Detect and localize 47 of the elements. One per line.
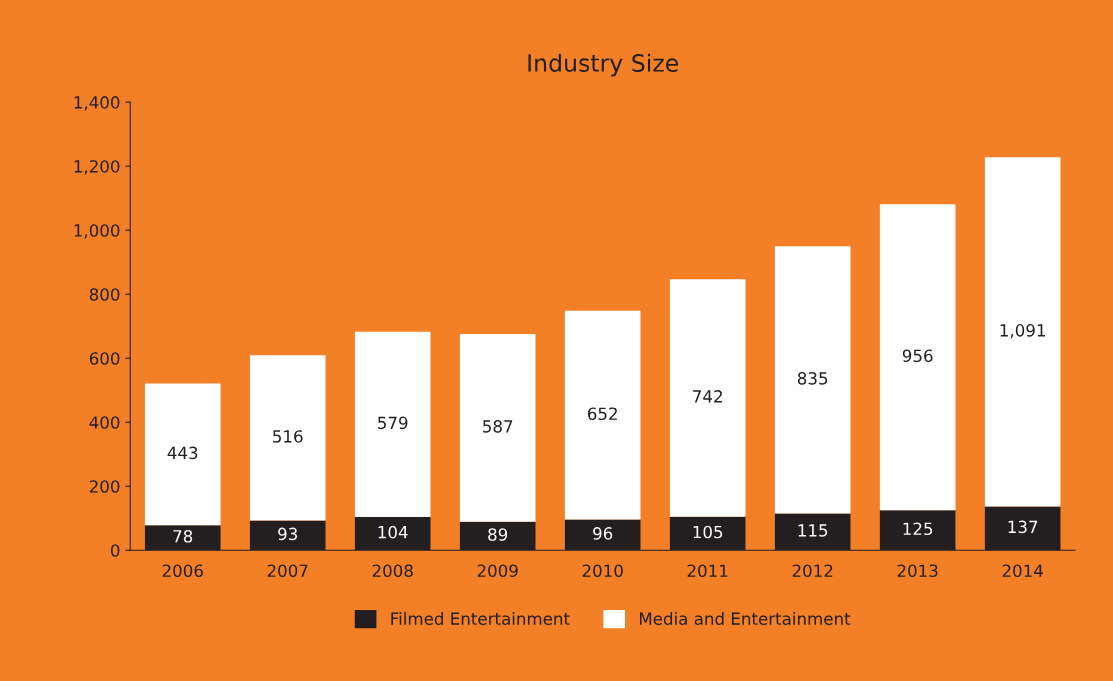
data-label: 652 bbox=[587, 407, 617, 421]
data-label: 742 bbox=[693, 390, 722, 403]
x-tick-label: 2007 bbox=[267, 564, 308, 578]
y-tick-label: 1,200 bbox=[74, 160, 120, 175]
data-label: 443 bbox=[167, 446, 198, 460]
data-label: 104 bbox=[378, 525, 408, 539]
x-tick-label: 2006 bbox=[162, 564, 203, 578]
x-tick-label: 2014 bbox=[1002, 564, 1043, 578]
y-tick-label: 200 bbox=[89, 480, 120, 493]
chart-title: Industry Size bbox=[528, 53, 678, 77]
data-label: 137 bbox=[1008, 520, 1038, 534]
data-label: 115 bbox=[798, 524, 828, 537]
legend-label: Media and Entertainment bbox=[639, 612, 851, 625]
bar bbox=[984, 157, 1061, 507]
data-label: 579 bbox=[378, 416, 408, 430]
data-label: 835 bbox=[797, 372, 828, 385]
bar bbox=[774, 246, 851, 514]
data-label: 78 bbox=[173, 529, 193, 543]
data-label: 96 bbox=[593, 527, 613, 540]
x-tick-label: 2012 bbox=[792, 564, 833, 578]
y-tick-label: 600 bbox=[89, 352, 120, 365]
data-label: 125 bbox=[903, 522, 933, 536]
bar bbox=[144, 383, 221, 526]
bar bbox=[669, 279, 746, 517]
x-tick-label: 2009 bbox=[477, 564, 518, 578]
legend-label: Filmed Entertainment bbox=[391, 612, 570, 625]
y-tick-label: 400 bbox=[89, 416, 120, 429]
x-tick-label: 2013 bbox=[897, 564, 938, 578]
bar bbox=[459, 333, 536, 522]
data-label: 93 bbox=[278, 527, 297, 541]
x-tick-label: 2008 bbox=[372, 564, 413, 578]
y-tick-label: 1,400 bbox=[74, 96, 120, 111]
data-label: 89 bbox=[488, 528, 508, 541]
bar bbox=[354, 331, 431, 517]
data-label: 516 bbox=[273, 430, 303, 443]
bar bbox=[564, 310, 641, 520]
data-label: 956 bbox=[902, 349, 933, 363]
y-tick-label: 0 bbox=[110, 544, 120, 557]
bar bbox=[249, 355, 326, 521]
data-label: 587 bbox=[483, 420, 513, 433]
data-label: 105 bbox=[693, 525, 723, 539]
data-label: 1,091 bbox=[1000, 324, 1045, 339]
y-tick-label: 800 bbox=[89, 288, 120, 301]
bar bbox=[879, 204, 956, 511]
x-tick-label: 2010 bbox=[582, 564, 623, 578]
y-tick-label: 1,000 bbox=[74, 224, 120, 239]
x-tick-label: 2011 bbox=[687, 564, 728, 578]
